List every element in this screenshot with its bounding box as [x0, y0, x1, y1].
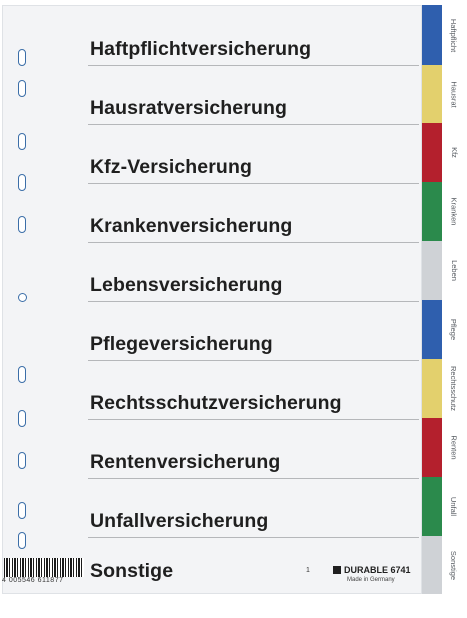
- divider-label: Sonstige: [90, 560, 174, 582]
- divider-line: [88, 419, 419, 420]
- punch-hole-icon: [18, 49, 26, 66]
- brand-text: DURABLE 6741: [344, 565, 411, 575]
- divider-label: Rentenversicherung: [90, 451, 281, 473]
- tab-caption: Sonstige: [449, 550, 459, 580]
- divider-row-sonstige[interactable]: Sonstige: [88, 560, 419, 618]
- tab-renten[interactable]: [422, 418, 442, 477]
- divider-line: [88, 301, 419, 302]
- punch-hole-icon: [18, 366, 26, 383]
- divider-label: Kfz-Versicherung: [90, 156, 252, 178]
- divider-line: [88, 242, 419, 243]
- divider-label: Krankenversicherung: [90, 215, 293, 237]
- page-number: 1: [306, 567, 310, 574]
- tab-sonstige[interactable]: [422, 536, 442, 594]
- punch-hole-icon: [18, 502, 26, 519]
- brand-label: DURABLE 6741: [333, 565, 411, 575]
- punch-hole-icon: [18, 133, 26, 150]
- tab-leben[interactable]: [422, 241, 442, 300]
- divider-line: [88, 478, 419, 479]
- divider-row-renten[interactable]: Rentenversicherung: [88, 451, 419, 509]
- divider-row-haftpflicht[interactable]: Haftpflichtversicherung: [88, 38, 419, 96]
- divider-row-pflege[interactable]: Pflegeversicherung: [88, 333, 419, 391]
- punch-hole-icon: [18, 452, 26, 469]
- tab-haftpflicht[interactable]: [422, 5, 442, 65]
- punch-hole-icon: [18, 532, 26, 549]
- tab-hausrat[interactable]: [422, 65, 442, 123]
- tab-caption: Kranken: [449, 197, 459, 226]
- tab-caption: Haftpflicht: [449, 18, 459, 52]
- tab-kfz[interactable]: [422, 123, 442, 182]
- divider-label: Rechtsschutzversicherung: [90, 392, 342, 414]
- punch-hole-icon: [18, 174, 26, 191]
- durable-logo-icon: [333, 566, 341, 574]
- tab-caption: Kfz: [449, 147, 459, 158]
- divider-line: [88, 360, 419, 361]
- divider-line: [88, 124, 419, 125]
- divider-row-leben[interactable]: Lebensversicherung: [88, 274, 419, 332]
- tab-caption: Renten: [449, 435, 459, 460]
- barcode-icon: [4, 558, 84, 577]
- tab-unfall[interactable]: [422, 477, 442, 536]
- divider-line: [88, 183, 419, 184]
- divider-row-kranken[interactable]: Krankenversicherung: [88, 215, 419, 273]
- made-in-label: Made in Germany: [347, 577, 395, 583]
- tab-kranken[interactable]: [422, 182, 442, 241]
- divider-label: Haftpflichtversicherung: [90, 38, 312, 60]
- punch-hole-icon: [18, 293, 27, 302]
- divider-row-rechtsschutz[interactable]: Rechtsschutzversicherung: [88, 392, 419, 450]
- tab-caption: Unfall: [449, 496, 459, 517]
- tab-rechtsschutz[interactable]: [422, 359, 442, 418]
- tab-pflege[interactable]: [422, 300, 442, 359]
- barcode-number: 4 005546 611877: [2, 577, 64, 584]
- punch-hole-icon: [18, 80, 26, 97]
- tab-caption: Leben: [449, 260, 459, 281]
- divider-row-unfall[interactable]: Unfallversicherung: [88, 510, 419, 568]
- divider-line: [88, 537, 419, 538]
- tab-caption: Hausrat: [449, 80, 459, 108]
- divider-label: Lebensversicherung: [90, 274, 283, 296]
- divider-sheet: [2, 5, 422, 594]
- tab-caption: Pflege: [449, 318, 459, 341]
- tab-caption: Rechtsschutz: [449, 365, 459, 412]
- divider-row-kfz[interactable]: Kfz-Versicherung: [88, 156, 419, 214]
- divider-line: [88, 65, 419, 66]
- divider-row-hausrat[interactable]: Hausratversicherung: [88, 97, 419, 155]
- punch-hole-icon: [18, 410, 26, 427]
- divider-label: Unfallversicherung: [90, 510, 269, 532]
- divider-label: Pflegeversicherung: [90, 333, 273, 355]
- punch-hole-icon: [18, 216, 26, 233]
- divider-label: Hausratversicherung: [90, 97, 287, 119]
